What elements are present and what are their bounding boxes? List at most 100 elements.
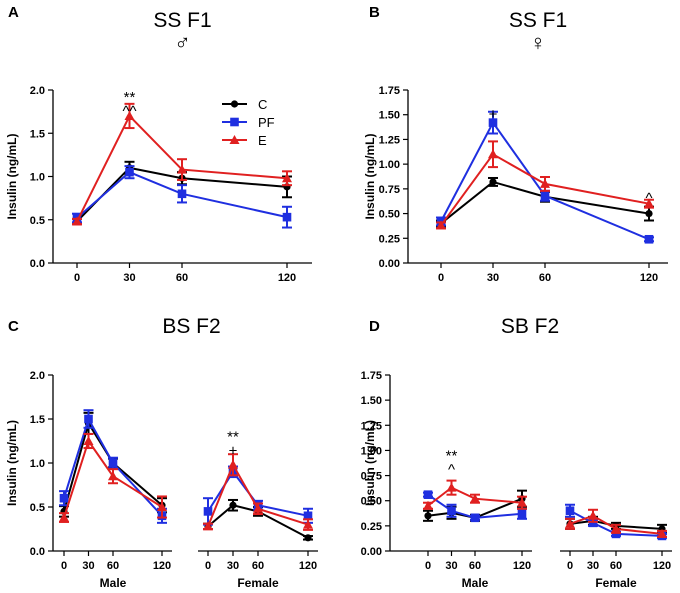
x-tick-label: 60 <box>107 560 119 572</box>
data-point-E <box>423 500 433 510</box>
y-tick-label: 0.5 <box>30 215 45 227</box>
data-point-C <box>645 209 653 218</box>
data-point-E <box>470 493 480 503</box>
significance-marker: ** <box>227 429 239 446</box>
legend-label-C: C <box>258 97 267 112</box>
data-point-PF <box>125 167 134 177</box>
panel-D: D SB F2 0.00 0.25 0.50 0.75 1.00 1.25 1.50 1.75 In… <box>361 315 672 590</box>
y-axis-label: Insulin (ng/mL) <box>363 420 377 506</box>
data-point-E <box>517 497 527 507</box>
y-tick-label: 0.50 <box>379 209 400 221</box>
series-line-C <box>440 180 650 225</box>
data-point-E <box>644 198 654 208</box>
legend-marker-C <box>230 100 239 108</box>
series-line-E <box>569 514 663 535</box>
series-line-E <box>427 486 523 507</box>
data-point-E <box>59 512 69 522</box>
data-point-E <box>177 164 187 174</box>
legend-label-E: E <box>258 133 267 148</box>
data-point-PF <box>470 513 480 523</box>
data-point-E <box>108 471 118 481</box>
data-point-E <box>253 503 263 513</box>
y-tick-label: 1.25 <box>361 420 382 432</box>
panel-title: BS F2 <box>162 315 220 338</box>
y-tick-label: 1.75 <box>379 85 400 97</box>
data-point-PF <box>84 414 93 424</box>
y-tick-label: 0.25 <box>361 521 382 533</box>
data-point-E <box>540 178 550 188</box>
y-tick-label: 0.75 <box>379 184 400 196</box>
data-point-E <box>436 220 446 230</box>
x-tick-label: 30 <box>123 272 135 284</box>
y-tick-label: 0.75 <box>361 471 382 483</box>
panel-B: B SS F1♀ 0.00 0.25 0.50 0.75 1.00 1.25 1.50 1.75 I… <box>363 4 668 284</box>
x-tick-label: 0 <box>205 560 211 572</box>
y-tick-label: 1.75 <box>361 370 382 382</box>
data-point-PF <box>540 191 550 201</box>
y-tick-label: 0.50 <box>361 496 382 508</box>
y-tick-label: 1.0 <box>30 172 45 184</box>
data-point-PF <box>488 118 498 127</box>
x-group-label: Male <box>100 576 127 590</box>
data-point-PF <box>177 189 187 199</box>
x-tick-label: 0 <box>61 560 67 572</box>
data-point-E <box>303 519 313 529</box>
panel-title: SS F1 <box>509 9 567 32</box>
data-point-PF <box>59 493 69 503</box>
data-point-PF <box>108 458 118 468</box>
data-point-PF <box>644 234 654 244</box>
data-point-E <box>228 459 238 469</box>
y-tick-label: 1.00 <box>379 159 400 171</box>
significance-marker: ^ <box>448 461 455 478</box>
y-tick-label: 2.0 <box>30 85 45 97</box>
panel-A: A SS F1♂ 0.0 0.5 1.0 1.5 2.0 Insulin (ng/mL) 0 30… <box>5 4 312 284</box>
y-axis-label: Insulin (ng/mL) <box>5 134 19 220</box>
x-tick-label: 30 <box>445 560 457 572</box>
x-group-label: Female <box>595 576 637 590</box>
x-tick-label: 120 <box>153 560 171 572</box>
panel-letter: C <box>8 318 19 335</box>
data-point-C <box>489 178 497 186</box>
y-tick-label: 0.0 <box>30 546 45 558</box>
x-tick-label: 60 <box>539 272 551 284</box>
data-point-PF <box>203 507 213 516</box>
data-point-PF <box>588 518 598 528</box>
series-line-PF <box>427 493 523 519</box>
x-tick-label: 120 <box>640 272 658 284</box>
data-point-E <box>203 521 213 531</box>
legend-label-PF: PF <box>258 115 275 130</box>
series-line-E <box>440 152 650 227</box>
x-tick-label: 120 <box>653 560 671 572</box>
series-line-E <box>63 438 163 518</box>
panel-letter: A <box>8 4 19 21</box>
data-point-E <box>83 436 94 445</box>
data-point-E <box>446 482 457 492</box>
significance-marker: ^ <box>645 190 652 207</box>
x-group-label: Female <box>237 576 279 590</box>
x-tick-label: 0 <box>567 560 573 572</box>
x-tick-label: 30 <box>227 560 239 572</box>
data-point-E <box>124 110 135 120</box>
series-line-PF <box>63 416 163 517</box>
series-line-E <box>76 114 288 222</box>
data-point-E <box>611 523 621 533</box>
y-tick-label: 0.5 <box>30 502 45 514</box>
y-axis-label: Insulin (ng/mL) <box>5 420 19 506</box>
y-tick-label: 1.25 <box>379 134 400 146</box>
y-tick-label: 2.0 <box>30 370 45 382</box>
y-tick-label: 1.00 <box>361 445 382 457</box>
legend-marker-PF <box>230 117 239 127</box>
series-line-PF <box>440 120 650 241</box>
significance-marker: ** <box>124 89 136 106</box>
panel-C: C BS F2 0.0 0.5 1.0 1.5 2.0 Insulin (ng/mL) 0 30 6… <box>5 315 318 590</box>
significance-marker: ** <box>446 447 458 464</box>
x-tick-label: 120 <box>513 560 531 572</box>
panel-title: SB F2 <box>501 315 559 338</box>
x-tick-label: 120 <box>278 272 296 284</box>
data-point-PF <box>423 490 433 499</box>
legend-marker-E <box>229 135 240 144</box>
data-point-PF <box>303 511 313 521</box>
data-point-E <box>588 510 598 520</box>
significance-marker: ^^ <box>122 103 136 120</box>
